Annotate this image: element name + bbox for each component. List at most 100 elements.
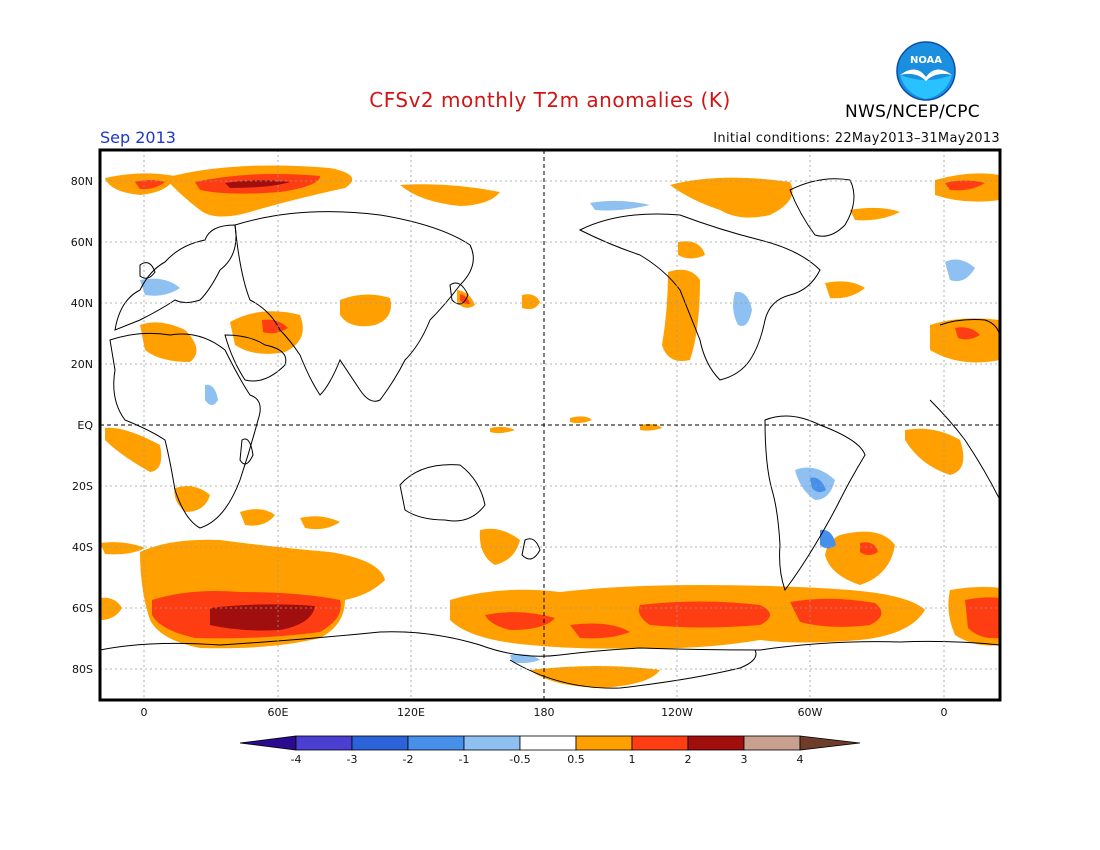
anomaly-w-atlantic-40s [100, 542, 145, 555]
lat-label: 20S [72, 480, 93, 493]
lon-label: 60E [268, 706, 289, 719]
anomaly-npac [522, 294, 540, 310]
anomaly-southern-ocean-indian-hot [210, 604, 315, 631]
lon-label: 120E [397, 706, 425, 719]
colorbar-label: -2 [403, 753, 414, 766]
agency-label: NWS/NCEP/CPC [845, 102, 980, 122]
coast-uk [139, 262, 156, 279]
lat-label: 80N [71, 175, 93, 188]
forecast-month: Sep 2013 [100, 128, 176, 147]
colorbar-label: -4 [291, 753, 302, 766]
colorbar-swatch [351, 735, 409, 751]
colorbar-cap-high [799, 735, 861, 751]
anomaly-eq-pacific-3 [640, 424, 662, 431]
coast-africa [109, 332, 261, 529]
colorbar-label: 3 [741, 753, 748, 766]
coast-greenland [789, 178, 855, 237]
coast-madagascar [239, 438, 254, 465]
colorbar-label: -3 [347, 753, 358, 766]
anomaly-arctic-right-core [945, 180, 985, 191]
colorbar-swatch [743, 735, 801, 751]
colorbar-label: -0.5 [509, 753, 530, 766]
anomaly-safrica-right [905, 428, 964, 475]
coast-europe [114, 224, 237, 331]
colorbar-swatch [463, 735, 521, 751]
coast-south-america [764, 415, 866, 592]
anomaly-s-america-cold-core [810, 477, 826, 493]
anomaly-central-asia [340, 294, 391, 327]
anomaly-indian-ocean-1 [240, 509, 275, 526]
map-frame [98, 148, 1002, 702]
lat-label: EQ [77, 419, 93, 432]
anomaly-tasman [479, 528, 520, 565]
colorbar-label: 2 [685, 753, 692, 766]
coast-north-america [578, 213, 821, 381]
colorbar-swatch [407, 735, 465, 751]
anomaly-africa-sw [174, 486, 210, 512]
anomaly-siberia [400, 184, 500, 206]
lon-labels: 0 60E 120E 180 120W 60W 0 [141, 706, 948, 719]
coast-antarctica-peninsula [509, 649, 757, 689]
lon-label: 120W [661, 706, 693, 719]
anomaly-sw-atlantic [825, 531, 895, 585]
anomaly-us-northeast [825, 281, 865, 299]
anomaly-natl-right-core [955, 327, 980, 340]
anomaly-eq-pacific-2 [570, 416, 592, 424]
lat-label: 80S [72, 663, 93, 676]
anomaly-southern-ocean-pacific-core-4 [570, 623, 630, 639]
anomaly-southern-ocean-right-core [965, 597, 1000, 639]
colorbar-swatch [575, 735, 633, 751]
colorbar-label: 0.5 [567, 753, 585, 766]
anomaly-indian-ocean-2 [300, 516, 340, 530]
colorbar-label: -1 [459, 753, 470, 766]
coast-arabia [224, 334, 287, 382]
coastlines [100, 178, 1000, 689]
noaa-logo: NOAA [896, 41, 956, 101]
coast-nz [521, 538, 541, 560]
anomaly-africa-cold [205, 384, 218, 405]
lon-label: 0 [941, 706, 948, 719]
colorbar-cap-low [239, 735, 297, 751]
anomaly-arctic-left-core [135, 180, 165, 190]
anomaly-japan-core [460, 294, 470, 305]
anomaly-canada-arctic [670, 177, 793, 218]
lat-labels: 80N 60N 40N 20N EQ 20S 40S 60S 80S [71, 175, 94, 676]
coast-asia [234, 211, 474, 402]
anomaly-arctic-hot [225, 180, 290, 188]
anomaly-patagonia-cold [820, 529, 836, 549]
anomaly-scandinavia-cold [945, 259, 975, 282]
anomaly-africa-west [105, 427, 162, 472]
anomaly-us-cold [733, 291, 752, 326]
lon-label: 180 [534, 706, 555, 719]
anomaly-w-canada [678, 241, 705, 259]
lat-label: 40S [72, 541, 93, 554]
coast-australia [399, 464, 486, 522]
anomaly-eq-pacific-1 [490, 426, 515, 434]
anomaly-europe-nafrica [140, 322, 197, 362]
coast-antarctica [100, 631, 1000, 657]
anomaly-southern-ocean-pacific-core-1 [485, 612, 555, 630]
lat-label: 60N [71, 236, 93, 249]
colorbar-labels: -4 -3 -2 -1 -0.5 0.5 1 2 3 4 [291, 753, 804, 766]
lon-label: 60W [798, 706, 823, 719]
anomaly-southern-ocean-left [100, 597, 122, 620]
anomaly-arctic-cold [590, 200, 650, 211]
lat-label: 60S [72, 602, 93, 615]
lon-label: 0 [141, 706, 148, 719]
colorbar [239, 735, 861, 751]
colorbar-swatch [687, 735, 745, 751]
anomaly-europe-cold [140, 278, 180, 296]
lat-label: 20N [71, 358, 93, 371]
colorbar-swatch [519, 735, 577, 751]
colorbar-swatch [295, 735, 353, 751]
colorbar-swatch [631, 735, 689, 751]
anomaly-southern-ocean-pacific-core-2 [638, 601, 770, 628]
initial-conditions: Initial conditions: 22May2013–31May2013 [713, 131, 1000, 146]
anomaly-greenland-east [850, 207, 900, 221]
logo-text: NOAA [910, 55, 942, 66]
chart-title: CFSv2 monthly T2m anomalies (K) [369, 88, 731, 112]
anomaly-natl-right [930, 318, 1000, 363]
lat-label: 40N [71, 297, 93, 310]
anomaly-arabia-core [262, 319, 288, 334]
